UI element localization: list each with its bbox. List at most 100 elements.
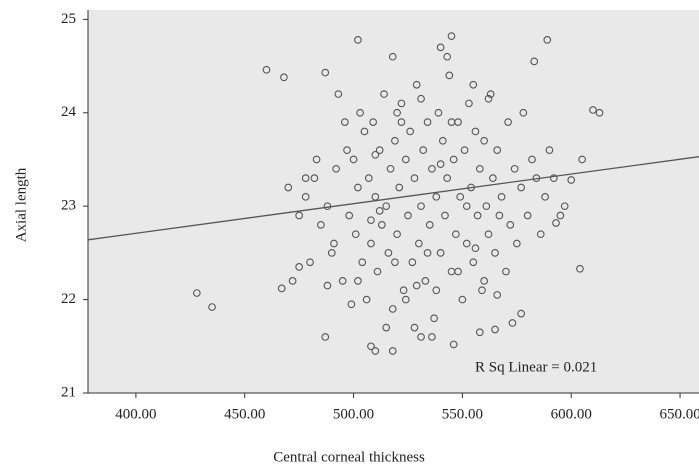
point bbox=[436, 160, 445, 168]
point bbox=[560, 202, 569, 211]
point bbox=[356, 108, 364, 117]
point bbox=[306, 258, 314, 267]
point bbox=[456, 192, 465, 201]
point bbox=[382, 323, 391, 332]
point bbox=[288, 277, 297, 285]
point bbox=[504, 118, 512, 126]
point bbox=[449, 340, 458, 349]
point bbox=[395, 183, 404, 192]
point bbox=[354, 277, 362, 285]
point bbox=[443, 52, 452, 61]
point bbox=[430, 314, 438, 323]
point bbox=[469, 80, 478, 89]
point bbox=[530, 57, 539, 66]
point bbox=[332, 164, 340, 173]
point bbox=[447, 118, 456, 126]
point bbox=[434, 108, 443, 117]
point bbox=[415, 239, 423, 248]
x-tick-label: 500.00 bbox=[333, 406, 374, 422]
y-tick-label: 23 bbox=[61, 198, 76, 214]
x-tick-label: 450.00 bbox=[224, 406, 265, 422]
point bbox=[482, 202, 491, 211]
point bbox=[375, 206, 384, 215]
point bbox=[295, 211, 303, 220]
point bbox=[412, 80, 421, 89]
x-axis-title: Central corneal thickness bbox=[273, 449, 425, 465]
point bbox=[458, 295, 467, 304]
point bbox=[312, 155, 321, 164]
point bbox=[262, 65, 271, 74]
point bbox=[397, 118, 406, 126]
point bbox=[334, 90, 343, 98]
point bbox=[367, 239, 375, 248]
point bbox=[310, 174, 319, 182]
point bbox=[323, 281, 332, 290]
point bbox=[338, 277, 347, 285]
point bbox=[423, 249, 432, 257]
point bbox=[301, 192, 310, 201]
point bbox=[401, 295, 410, 304]
point bbox=[595, 108, 604, 117]
point bbox=[473, 211, 482, 220]
point bbox=[491, 249, 499, 257]
point bbox=[382, 202, 391, 211]
point bbox=[493, 146, 502, 154]
point bbox=[462, 202, 471, 211]
point bbox=[517, 309, 526, 318]
point bbox=[373, 267, 382, 276]
point bbox=[367, 342, 375, 351]
point bbox=[545, 146, 554, 154]
point bbox=[475, 328, 484, 337]
point bbox=[321, 68, 330, 77]
point bbox=[567, 176, 576, 184]
point bbox=[512, 239, 521, 248]
point bbox=[475, 164, 484, 173]
y-tick-label: 25 bbox=[61, 11, 76, 27]
point bbox=[360, 127, 369, 136]
point bbox=[480, 136, 489, 145]
point bbox=[469, 258, 478, 267]
point bbox=[388, 305, 397, 313]
point bbox=[347, 300, 356, 309]
point bbox=[417, 94, 425, 103]
fit-line bbox=[87, 156, 699, 241]
point bbox=[354, 183, 362, 192]
point bbox=[419, 146, 428, 154]
x-tick-label: 400.00 bbox=[115, 406, 156, 422]
point bbox=[345, 211, 354, 220]
point bbox=[371, 347, 380, 355]
point bbox=[351, 230, 360, 239]
point bbox=[280, 73, 288, 82]
point bbox=[393, 230, 401, 239]
y-tick-label: 21 bbox=[61, 384, 76, 400]
point bbox=[576, 264, 584, 273]
point bbox=[369, 118, 377, 126]
point bbox=[399, 286, 408, 295]
point bbox=[436, 249, 445, 257]
point bbox=[301, 174, 310, 182]
point bbox=[432, 192, 441, 201]
point bbox=[327, 249, 336, 257]
point bbox=[408, 258, 417, 267]
point bbox=[391, 136, 399, 145]
point bbox=[423, 118, 432, 126]
point bbox=[371, 150, 380, 159]
point bbox=[484, 230, 493, 239]
y-axis-title: Axial length bbox=[13, 167, 29, 242]
point bbox=[462, 239, 471, 248]
point bbox=[517, 183, 526, 192]
point bbox=[549, 174, 558, 182]
point bbox=[536, 230, 545, 239]
point bbox=[388, 347, 397, 355]
point bbox=[425, 221, 434, 229]
point bbox=[367, 216, 375, 225]
point bbox=[417, 202, 425, 211]
point bbox=[404, 211, 412, 220]
point bbox=[277, 284, 286, 293]
point bbox=[317, 221, 325, 229]
point bbox=[445, 71, 454, 80]
point bbox=[364, 174, 373, 182]
y-tick-label: 24 bbox=[61, 104, 77, 120]
point bbox=[192, 289, 201, 297]
point bbox=[489, 174, 497, 182]
